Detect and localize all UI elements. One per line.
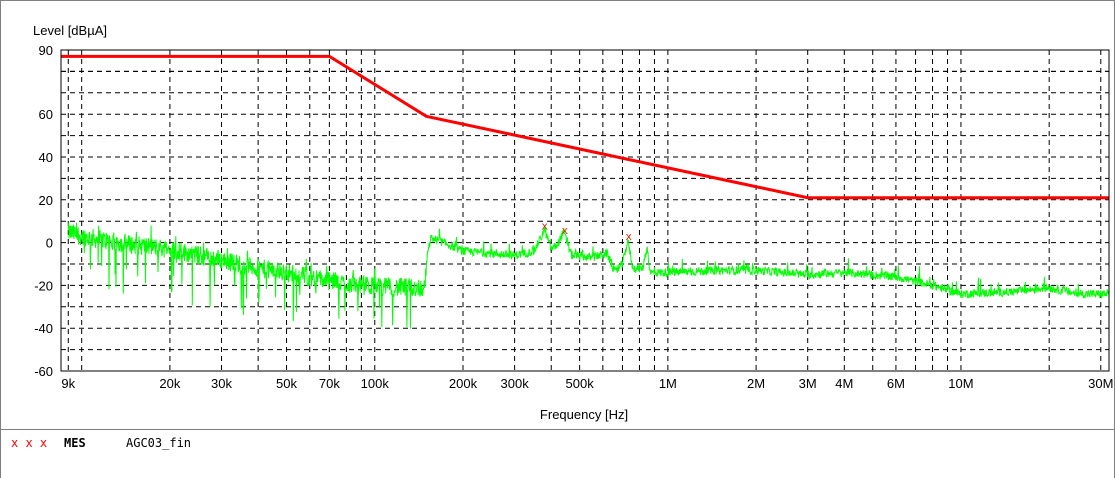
y-tick-label: -40 bbox=[34, 321, 53, 336]
x-tick-label: 20k bbox=[159, 376, 180, 391]
x-tick-label: 30k bbox=[211, 376, 232, 391]
y-tick-label: -60 bbox=[34, 364, 53, 379]
plot-area-border bbox=[60, 49, 1110, 372]
x-tick-label: 200k bbox=[449, 376, 478, 391]
limit-line bbox=[61, 54, 1109, 200]
x-tick-label: 100k bbox=[361, 376, 390, 391]
x-tick-label: 10M bbox=[948, 376, 973, 391]
y-tick-label: 60 bbox=[39, 107, 53, 122]
peak-marker: x bbox=[625, 230, 632, 243]
y-axis-label: Level [dBµA] bbox=[33, 23, 107, 38]
x-tick-label: 3M bbox=[799, 376, 817, 391]
legend: x x x MES AGC03_fin bbox=[1, 429, 1114, 478]
x-tick-label: 9k bbox=[61, 376, 75, 391]
legend-marker-symbols: x x x bbox=[11, 436, 48, 450]
y-tick-label: 90 bbox=[39, 43, 53, 58]
x-tick-label: 70k bbox=[319, 376, 340, 391]
x-tick-label: 4M bbox=[835, 376, 853, 391]
x-tick-label: 1M bbox=[659, 376, 677, 391]
peak-marker: x bbox=[541, 219, 548, 232]
y-tick-label: 0 bbox=[46, 236, 53, 251]
measurement-trace bbox=[67, 222, 1110, 329]
y-tick-label: 40 bbox=[39, 150, 53, 165]
legend-label: MES bbox=[64, 436, 86, 450]
x-tick-label: 300k bbox=[501, 376, 530, 391]
x-tick-label: 50k bbox=[276, 376, 297, 391]
peak-marker: x bbox=[561, 224, 568, 237]
x-tick-label: 2M bbox=[747, 376, 765, 391]
y-tick-label: -20 bbox=[34, 278, 53, 293]
x-tick-label: 6M bbox=[887, 376, 905, 391]
y-tick-label: 20 bbox=[39, 193, 53, 208]
x-tick-label: 30M bbox=[1088, 376, 1113, 391]
legend-dataset-name: AGC03_fin bbox=[126, 436, 192, 450]
x-axis-label: Frequency [Hz] bbox=[540, 407, 628, 422]
x-tick-label: 500k bbox=[566, 376, 595, 391]
